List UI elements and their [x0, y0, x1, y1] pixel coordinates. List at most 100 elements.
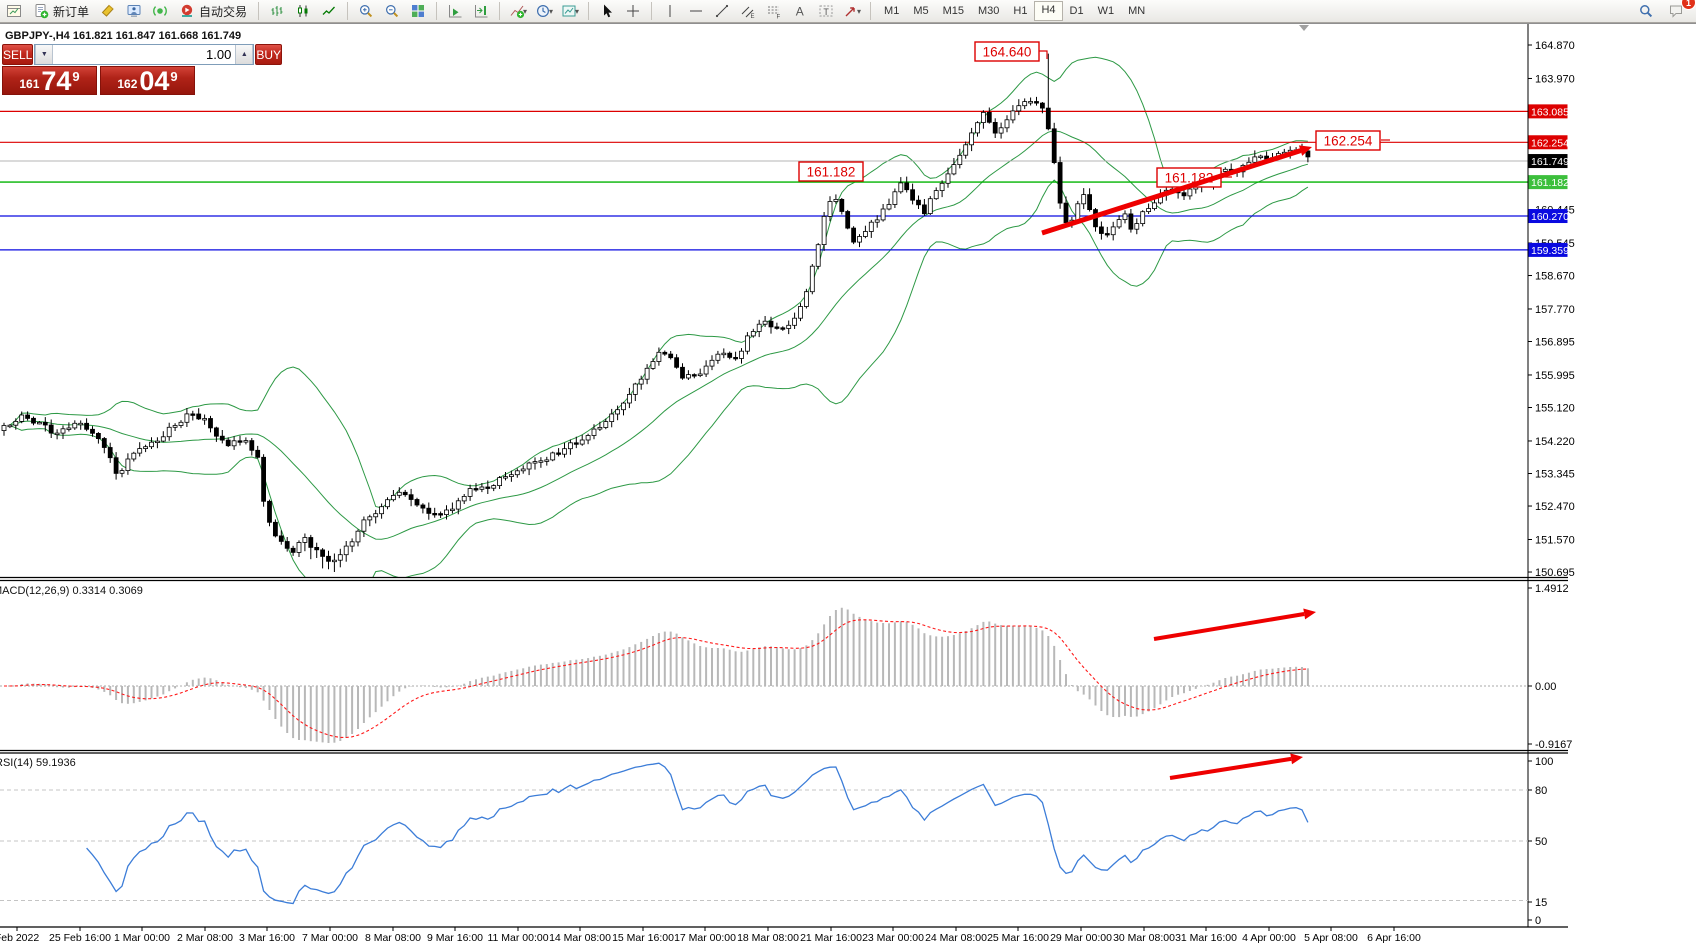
svg-text:30 Mar 08:00: 30 Mar 08:00 [1113, 932, 1175, 944]
svg-text:3 Mar 16:00: 3 Mar 16:00 [239, 932, 295, 944]
svg-text:0.00: 0.00 [1535, 681, 1556, 693]
vertical-line-icon [669, 5, 671, 17]
scroll-position-marker [1299, 25, 1309, 31]
text-label-tool-button[interactable]: T [814, 1, 838, 21]
price-badge: 163.085 [1528, 104, 1569, 119]
channel-tool-button[interactable]: E [736, 1, 760, 21]
toolbar-separator [870, 2, 872, 20]
timeframe-mn-button[interactable]: MN [1128, 5, 1146, 17]
price-annotation-label[interactable]: 164.640 [974, 41, 1048, 62]
candlestick-chart-button[interactable] [291, 1, 315, 21]
cursor-tool-button[interactable] [595, 1, 619, 21]
signal-button[interactable] [148, 1, 172, 21]
svg-text:162.254: 162.254 [1531, 137, 1569, 149]
buy-button[interactable]: BUY [255, 44, 283, 65]
svg-text:151.570: 151.570 [1535, 534, 1575, 546]
chart-shift-button[interactable] [469, 1, 493, 21]
arrows-tool-button[interactable]: ▾ [840, 1, 864, 21]
volume-input[interactable] [53, 45, 236, 64]
trendline-tool-button[interactable] [710, 1, 734, 21]
sell-price-display[interactable]: 161 74 9 [2, 66, 97, 95]
zoom-in-button[interactable] [354, 1, 378, 21]
autotrade-icon [181, 4, 193, 17]
svg-text:18 Mar 08:00: 18 Mar 08:00 [737, 932, 799, 944]
notifications-button[interactable]: 1 [1664, 0, 1696, 21]
vertical-line-tool-button[interactable] [658, 1, 682, 21]
date-axis[interactable]: Feb 2022 25 Feb 16:001 Mar 00:00 2 Mar 08:… [0, 927, 1421, 944]
toolbar-separator [347, 2, 349, 20]
timeframe-m5-button[interactable]: M5 [913, 5, 929, 17]
zoom-out-button[interactable] [380, 1, 404, 21]
price-annotation-label[interactable]: 162.254 [1315, 130, 1390, 151]
bar-chart-icon [271, 6, 283, 16]
zoom-out-icon [386, 5, 399, 18]
buy-price-display[interactable]: 162 04 9 [100, 66, 195, 95]
line-chart-icon [322, 6, 336, 15]
svg-text:25 Mar 16:00: 25 Mar 16:00 [987, 932, 1049, 944]
sell-price-main: 74 [41, 66, 72, 96]
template-icon [562, 5, 576, 17]
svg-text:161.182: 161.182 [1531, 177, 1569, 189]
bar-chart-button[interactable] [265, 1, 289, 21]
svg-text:50: 50 [1535, 836, 1547, 848]
timeframe-m30-button[interactable]: M30 [978, 5, 1000, 17]
trend-arrow[interactable] [1041, 145, 1312, 236]
crosshair-tool-button[interactable] [621, 1, 645, 21]
timeframe-w1-button[interactable]: W1 [1097, 5, 1115, 17]
tile-windows-icon [412, 5, 425, 17]
auto-scroll-button[interactable] [443, 1, 467, 21]
volume-increase-button[interactable]: ▲ [235, 45, 254, 64]
notification-badge: 1 [1681, 0, 1696, 10]
chart-shift-icon [475, 5, 488, 18]
svg-text:164.870: 164.870 [1535, 40, 1575, 52]
arrow-shapes-icon [845, 7, 855, 17]
bollinger-lower [9, 179, 1309, 578]
svg-text:80: 80 [1535, 785, 1547, 797]
svg-text:Feb 2022: Feb 2022 [0, 932, 39, 944]
svg-text:25 Feb 16:00: 25 Feb 16:00 [49, 932, 111, 944]
market-watch-icon [127, 5, 141, 17]
price-annotation-label[interactable]: 161.182 [798, 161, 864, 182]
chart-window-icon[interactable] [2, 1, 26, 21]
candlestick-series [1, 53, 1311, 572]
fibonacci-tool-button[interactable]: F [762, 1, 786, 21]
svg-text:11 Mar 00:00: 11 Mar 00:00 [487, 932, 548, 944]
trend-arrow[interactable] [1169, 753, 1303, 780]
market-watch-button[interactable] [122, 1, 146, 21]
cleanup-button[interactable] [96, 1, 120, 21]
main-toolbar: 新订单 自动交易 ▾ ▾ [0, 0, 1696, 23]
line-chart-button[interactable] [317, 1, 341, 21]
svg-text:100: 100 [1535, 756, 1553, 768]
svg-text:1 Mar 00:00: 1 Mar 00:00 [114, 932, 170, 944]
timeframe-h4-button[interactable]: H4 [1034, 1, 1063, 21]
buy-price-main: 04 [139, 66, 170, 96]
svg-text:0: 0 [1535, 915, 1541, 927]
search-icon [1640, 5, 1653, 18]
indicators-menu-button[interactable]: ▾ [506, 1, 530, 21]
crosshair-icon [627, 5, 640, 17]
horizontal-line-tool-button[interactable] [684, 1, 708, 21]
toolbar-separator [258, 2, 260, 20]
periods-menu-button[interactable]: ▾ [532, 1, 556, 21]
volume-decrease-button[interactable]: ▼ [35, 45, 54, 64]
text-tool-button[interactable]: A [788, 1, 812, 21]
sell-button[interactable]: SELL [2, 44, 34, 65]
timeframe-m15-button[interactable]: M15 [942, 5, 964, 17]
autotrade-button[interactable]: 自动交易 [174, 1, 252, 21]
svg-text:4 Apr 00:00: 4 Apr 00:00 [1242, 932, 1296, 944]
timeframe-d1-button[interactable]: D1 [1069, 5, 1084, 17]
svg-text:15 Mar 16:00: 15 Mar 16:00 [612, 932, 674, 944]
search-button[interactable] [1634, 1, 1658, 21]
timeframe-m1-button[interactable]: M1 [884, 5, 900, 17]
tile-windows-button[interactable] [406, 1, 430, 21]
new-order-label: 新订单 [53, 4, 90, 19]
trend-arrow[interactable] [1153, 608, 1316, 641]
price-axis[interactable]: 164.870163.970160.445159.545158.670157.7… [1527, 23, 1575, 928]
macd-signal-line [4, 619, 1308, 739]
timeframe-h1-button[interactable]: H1 [1013, 5, 1028, 17]
new-order-button[interactable]: 新订单 [28, 1, 94, 21]
price-badge: 161.182 [1528, 175, 1569, 190]
templates-menu-button[interactable]: ▾ [558, 1, 582, 21]
